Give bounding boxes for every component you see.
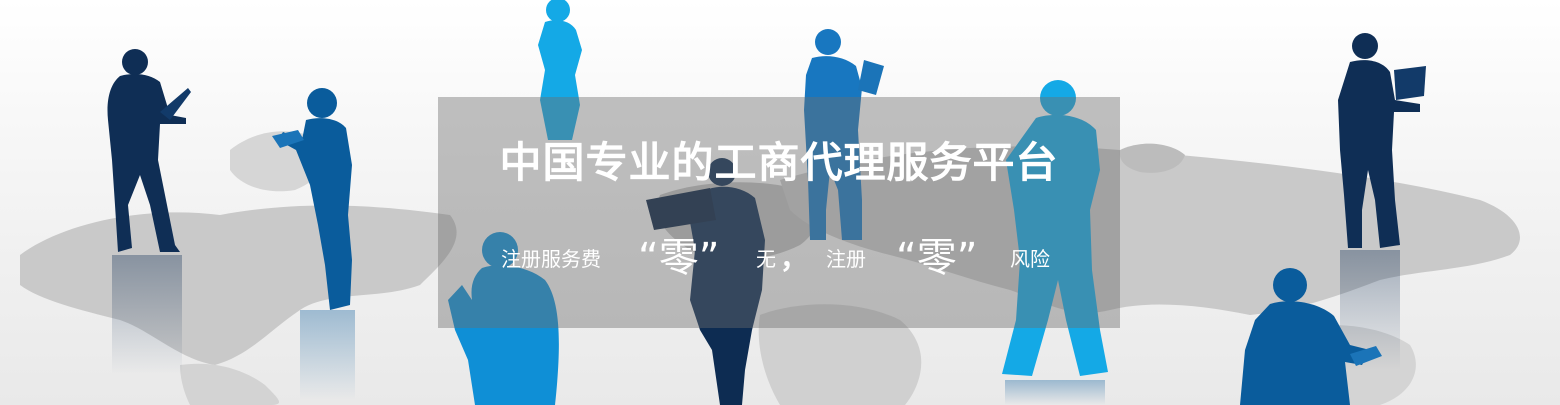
tagline-risk: 风险 <box>1010 247 1050 271</box>
person-standing-top-figure <box>538 0 582 140</box>
tagline-registration-fee: 注册服务费 <box>501 247 601 271</box>
person-tablet-bottom-right-figure <box>1240 268 1382 405</box>
tagline-zero-highlight-2: “零” <box>896 235 978 281</box>
tagline-comma: ， <box>780 242 809 275</box>
person-laptop-right-figure <box>1338 33 1426 248</box>
person-phone-bottom-figure <box>448 232 559 405</box>
person-phone-right-figure <box>1002 80 1108 376</box>
tagline-registration: 注册 <box>826 247 866 271</box>
person-tablet-left-figure <box>272 88 352 310</box>
tagline-zero-highlight: “零” <box>638 235 720 281</box>
headline-overlay-panel: 中国专业的工商代理服务平台 注册服务费 “零” 无 ， 注册 “零” 风险 <box>438 97 1120 328</box>
tagline: 注册服务费 “零” 无 ， 注册 “零” 风险 <box>438 209 1120 289</box>
tagline-none: 无 <box>756 247 776 271</box>
person-laptop-center-figure <box>646 158 765 405</box>
person-tablet-center-figure <box>804 29 884 240</box>
person-laptop-left-figure <box>107 49 191 252</box>
headline-title: 中国专业的工商代理服务平台 <box>499 138 1059 187</box>
